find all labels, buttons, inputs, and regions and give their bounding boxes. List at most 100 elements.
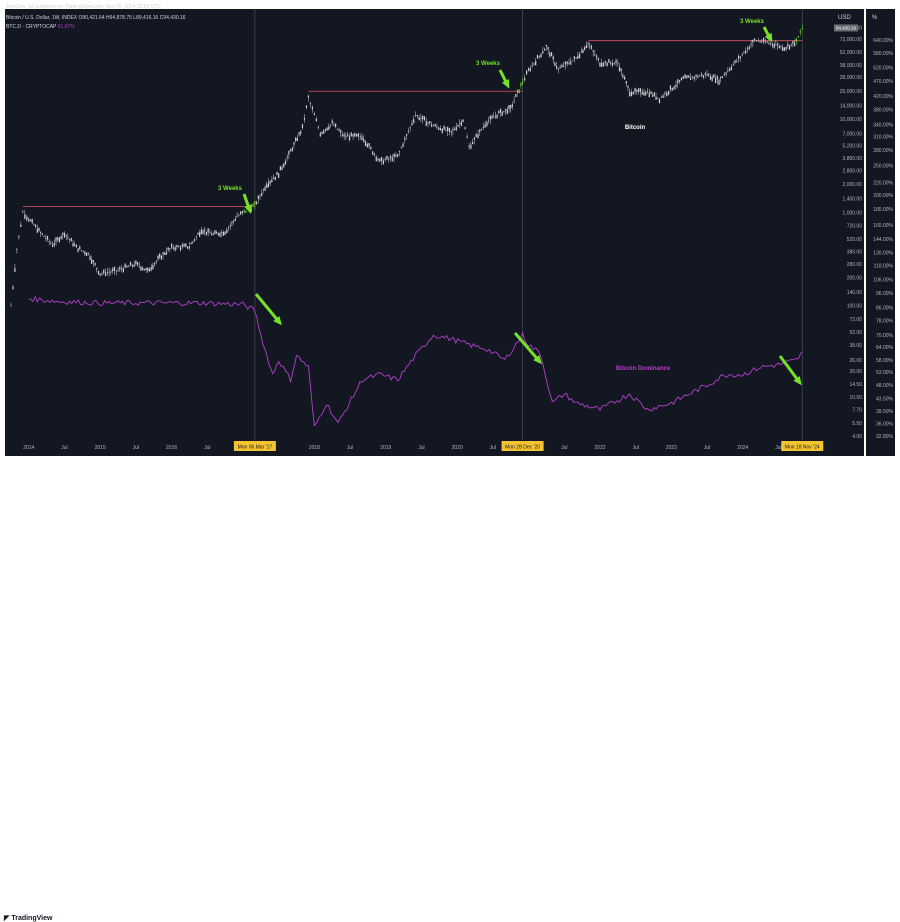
price-candle: [515, 93, 517, 97]
price-axis-label: 72,000.00: [840, 37, 862, 43]
price-candle: [193, 239, 196, 242]
price-candle: [452, 128, 454, 131]
price-candle: [62, 232, 64, 235]
price-candle: [535, 60, 537, 66]
price-axis-label: 280.00: [847, 262, 863, 268]
price-candle: [525, 70, 528, 75]
price-candle: [736, 60, 738, 62]
price-candle: [513, 100, 515, 102]
price-candle: [634, 87, 636, 92]
price-axis-label: 20.00: [849, 369, 862, 375]
price-chart[interactable]: USD%96,000.0072,000.0052,000.0038,000.00…: [0, 0, 900, 471]
price-candle: [138, 265, 140, 267]
price-candle: [542, 51, 544, 54]
price-candle: [377, 158, 379, 161]
price-candle: [356, 133, 358, 137]
price-candle: [205, 231, 208, 235]
price-candle: [238, 215, 240, 217]
price-candle: [323, 130, 325, 134]
price-candle: [794, 42, 796, 47]
arrow-weeks-2024-head: [764, 33, 773, 43]
price-candle: [67, 237, 69, 238]
price-candle: [795, 38, 797, 42]
price-candle: [589, 45, 591, 46]
arrow-weeks-2020-head: [501, 79, 510, 89]
price-candle: [464, 127, 466, 129]
price-candle: [594, 54, 596, 56]
arrow-weeks-2017-head: [244, 204, 252, 214]
price-candle: [691, 76, 694, 78]
price-candle: [307, 95, 310, 98]
price-candle: [87, 252, 89, 254]
price-candle: [427, 122, 429, 124]
price-candle: [750, 44, 752, 46]
price-candle: [693, 76, 695, 79]
price-candle: [699, 75, 701, 77]
price-candle: [321, 131, 323, 135]
price-candle: [50, 242, 52, 244]
price-candle: [80, 250, 83, 251]
price-candle: [200, 229, 202, 235]
price-candle: [338, 129, 340, 131]
price-candle: [85, 252, 88, 257]
price-candle: [357, 133, 360, 137]
dominance-axis-label: 310.00%: [873, 135, 893, 141]
price-candle: [14, 268, 16, 273]
price-candle: [94, 263, 96, 266]
price-candle: [697, 76, 699, 78]
dominance-axis-label: 64.00%: [876, 345, 894, 351]
price-candle: [660, 96, 662, 98]
price-candle: [494, 115, 497, 117]
price-candle: [254, 200, 256, 205]
price-candle: [516, 89, 519, 94]
price-candle: [792, 40, 794, 44]
price-candle: [12, 286, 14, 290]
price-candle: [587, 42, 589, 44]
price-candle: [432, 125, 434, 127]
price-candle: [505, 108, 507, 111]
price-candle: [197, 233, 199, 235]
price-candle: [778, 45, 780, 49]
price-candle: [759, 41, 761, 43]
price-candle: [682, 76, 684, 79]
price-candle: [269, 181, 271, 184]
price-candle: [259, 195, 261, 197]
price-candle: [241, 211, 243, 214]
price-candle: [538, 56, 540, 57]
price-candle: [99, 273, 101, 276]
price-candle: [309, 102, 312, 104]
dominance-axis-label: 520.00%: [873, 66, 893, 72]
price-candle: [686, 75, 688, 79]
price-candle: [652, 94, 654, 97]
price-candle: [608, 59, 610, 63]
x-tick-label: Jul: [204, 445, 210, 451]
price-candle: [406, 133, 408, 136]
price-candle: [97, 270, 100, 275]
price-candle: [136, 262, 139, 265]
price-candle: [632, 91, 634, 95]
price-candle: [264, 187, 266, 191]
price-candle: [293, 142, 295, 145]
price-candle: [92, 260, 94, 263]
price-candle: [423, 116, 426, 121]
price-candle: [407, 131, 409, 133]
price-axis-label: 5.50: [852, 421, 862, 427]
price-axis-label: 20,000.00: [840, 89, 862, 95]
price-candle: [739, 56, 741, 58]
price-candle: [468, 145, 470, 148]
price-candle: [575, 57, 577, 59]
price-candle: [328, 126, 330, 130]
price-candle: [788, 45, 791, 50]
price-candle: [305, 105, 308, 108]
price-candle: [643, 91, 645, 96]
price-candle: [595, 55, 598, 58]
price-candle: [329, 124, 332, 126]
price-candle: [730, 66, 733, 71]
price-candle: [422, 115, 424, 120]
price-candle: [31, 218, 33, 223]
price-candle: [590, 45, 593, 49]
price-candle: [503, 111, 505, 112]
price-axis-label: 1,000.00: [843, 210, 863, 216]
price-candle: [430, 124, 433, 127]
price-candle: [450, 130, 452, 133]
